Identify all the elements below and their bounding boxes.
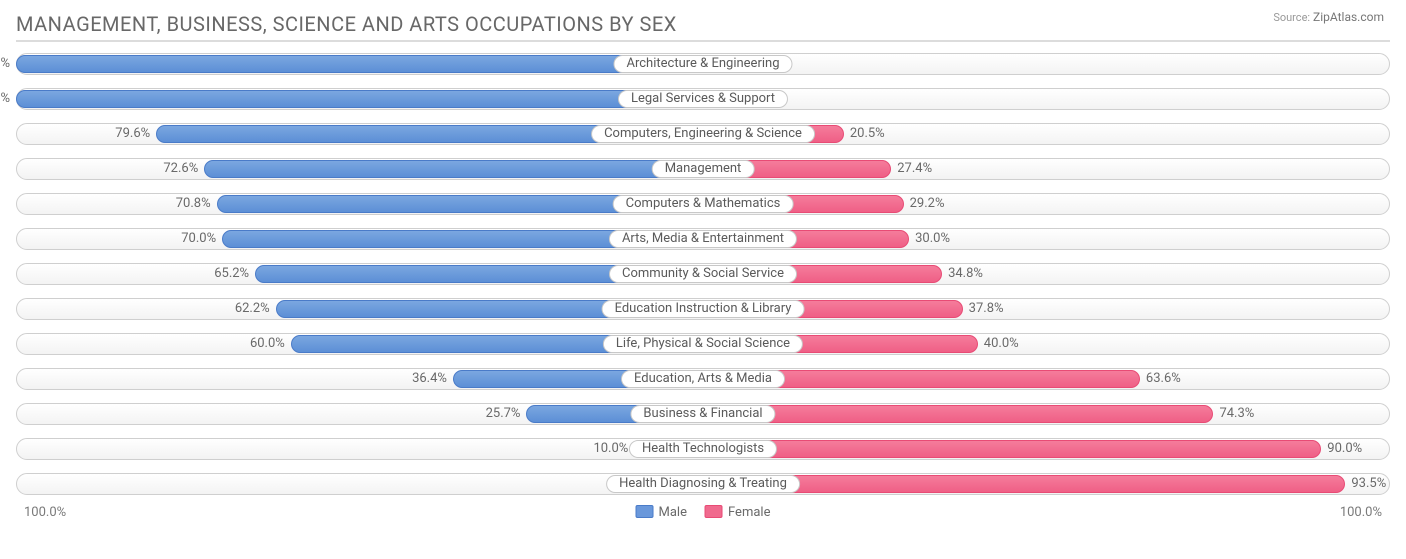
source-label: Source: [1273, 11, 1310, 24]
category-label: Business & Financial [630, 405, 775, 423]
bar-row: 79.6% 20.5% Computers, Engineering & Scien… [16, 120, 1390, 148]
female-pct-label: 27.4% [897, 161, 932, 176]
category-label: Health Diagnosing & Treating [606, 475, 800, 493]
chart-title: MANAGEMENT, BUSINESS, SCIENCE AND ARTS O… [16, 12, 1390, 36]
category-label: Education, Arts & Media [621, 370, 785, 388]
legend-female: Female [705, 505, 770, 520]
axis-row: 100.0% Male Female 100.0% [16, 505, 1390, 525]
female-pct-label: 93.5% [1351, 476, 1386, 491]
female-pct-label: 34.8% [948, 266, 983, 281]
male-pct-label: 25.7% [486, 406, 521, 421]
legend-female-label: Female [728, 505, 770, 520]
bar-row: 70.0% 30.0% Arts, Media & Entertainment [16, 225, 1390, 253]
female-pct-label: 90.0% [1327, 441, 1362, 456]
male-bar [16, 90, 703, 108]
male-pct-label: 60.0% [250, 336, 285, 351]
female-pct-label: 29.2% [910, 196, 945, 211]
female-pct-label: 74.3% [1219, 406, 1254, 421]
male-pct-label: 70.8% [176, 196, 211, 211]
category-label: Architecture & Engineering [613, 55, 792, 73]
female-pct-label: 20.5% [850, 126, 885, 141]
female-pct-label: 37.8% [969, 301, 1004, 316]
female-pct-label: 40.0% [984, 336, 1019, 351]
legend-male: Male [636, 505, 687, 520]
male-pct-label: 62.2% [235, 301, 270, 316]
bar-row: 60.0% 40.0% Life, Physical & Social Scienc… [16, 330, 1390, 358]
category-label: Computers & Mathematics [613, 195, 794, 213]
male-bar [16, 55, 703, 73]
bar-row: 100.0%0.0%Legal Services & Support [16, 85, 1390, 113]
category-label: Arts, Media & Entertainment [609, 230, 797, 248]
category-label: Legal Services & Support [618, 90, 788, 108]
category-label: Management [652, 160, 755, 178]
female-pct-label: 30.0% [915, 231, 950, 246]
male-pct-label: 36.4% [412, 371, 447, 386]
category-label: Education Instruction & Library [602, 300, 805, 318]
male-pct-label: 100.0% [0, 56, 10, 71]
female-pct-label: 63.6% [1146, 371, 1181, 386]
category-label: Life, Physical & Social Science [603, 335, 803, 353]
male-pct-label: 79.6% [115, 126, 150, 141]
axis-right-label: 100.0% [1340, 505, 1382, 520]
female-bar [703, 440, 1321, 458]
bar-row: 62.2% 37.8% Education Instruction & Librar… [16, 295, 1390, 323]
male-pct-label: 10.0% [593, 441, 628, 456]
source-value: ZipAtlas.com [1313, 10, 1384, 24]
male-swatch-icon [636, 505, 654, 518]
male-pct-label: 72.6% [163, 161, 198, 176]
chart-area: 100.0%0.0%Architecture & Engineering 100.… [16, 40, 1390, 525]
bar-row: 100.0%0.0%Architecture & Engineering [16, 50, 1390, 78]
bar-row: 25.7% 74.3% Business & Financial [16, 400, 1390, 428]
male-pct-label: 100.0% [0, 91, 10, 106]
bar-rows-container: 100.0%0.0%Architecture & Engineering 100.… [16, 50, 1390, 498]
source-attribution: Source: ZipAtlas.com [1273, 10, 1384, 24]
bar-row: 36.4% 63.6% Education, Arts & Media [16, 365, 1390, 393]
category-label: Computers, Engineering & Science [591, 125, 815, 143]
bar-row: 70.8% 29.2% Computers & Mathematics [16, 190, 1390, 218]
bar-row: 72.6% 27.4% Management [16, 155, 1390, 183]
legend: Male Female [636, 505, 771, 520]
male-pct-label: 65.2% [214, 266, 249, 281]
bar-row: 65.2% 34.8% Community & Social Service [16, 260, 1390, 288]
male-pct-label: 70.0% [181, 231, 216, 246]
female-swatch-icon [705, 505, 723, 518]
category-label: Health Technologists [629, 440, 777, 458]
male-bar [204, 160, 703, 178]
female-bar [703, 405, 1213, 423]
legend-male-label: Male [659, 505, 687, 520]
axis-left-label: 100.0% [24, 505, 66, 520]
bar-row: 6.5%93.5%Health Diagnosing & Treating [16, 470, 1390, 498]
bar-row: 10.0% 90.0% Health Technologists [16, 435, 1390, 463]
category-label: Community & Social Service [609, 265, 797, 283]
